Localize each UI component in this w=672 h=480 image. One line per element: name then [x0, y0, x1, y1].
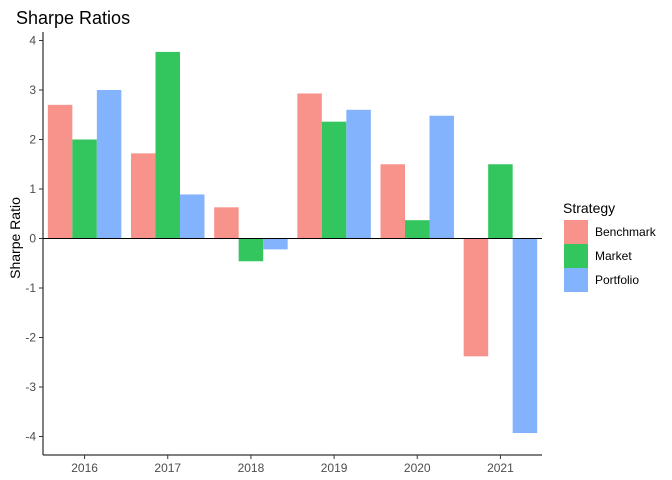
x-tick-label: 2016 — [71, 461, 98, 475]
legend-key-market — [564, 244, 588, 268]
bar-benchmark-2017 — [131, 153, 156, 239]
legend-key-benchmark — [564, 220, 588, 244]
chart-title: Sharpe Ratios — [16, 8, 130, 28]
y-tick-label: -1 — [25, 281, 36, 295]
bar-benchmark-2021 — [463, 238, 489, 357]
bar-portfolio-2021 — [512, 238, 538, 434]
y-tick-label: 3 — [29, 83, 36, 97]
y-axis-label: Sharpe Ratio — [7, 197, 23, 279]
bar-market-2021 — [488, 164, 513, 239]
bar-portfolio-2018 — [263, 238, 288, 250]
bar-benchmark-2020 — [380, 164, 405, 239]
bar-benchmark-2016 — [47, 104, 73, 239]
bar-portfolio-2019 — [346, 109, 371, 239]
y-tick-label: 4 — [29, 34, 36, 48]
bar-portfolio-2020 — [429, 115, 454, 239]
legend: Strategy Benchmark Market Portfolio — [563, 200, 657, 292]
bar-market-2017 — [155, 51, 180, 239]
y-tick-label: 2 — [29, 133, 36, 147]
y-tick-label: -4 — [25, 430, 36, 444]
bar-portfolio-2016 — [96, 90, 122, 239]
x-tick-label: 2019 — [321, 461, 348, 475]
legend-label-benchmark: Benchmark — [595, 225, 657, 239]
bar-portfolio-2017 — [180, 194, 205, 239]
bar-market-2019 — [321, 121, 347, 239]
y-tick-label: 1 — [29, 182, 36, 196]
legend-label-portfolio: Portfolio — [595, 273, 639, 287]
legend-title: Strategy — [563, 200, 615, 216]
bar-benchmark-2019 — [297, 93, 322, 239]
x-tick-label: 2020 — [404, 461, 431, 475]
bar-market-2016 — [72, 139, 97, 239]
y-tick-label: -2 — [25, 331, 36, 345]
x-tick-label: 2018 — [238, 461, 265, 475]
x-tick-label: 2021 — [487, 461, 514, 475]
legend-label-market: Market — [595, 249, 632, 263]
bar-market-2020 — [405, 220, 430, 239]
bar-benchmark-2018 — [214, 207, 239, 239]
bar-market-2018 — [238, 238, 264, 262]
y-tick-label: 0 — [29, 232, 36, 246]
y-tick-label: -3 — [25, 380, 36, 394]
x-tick-label: 2017 — [154, 461, 181, 475]
legend-key-portfolio — [564, 268, 588, 292]
plot-area: -4 -3 -2 -1 0 1 2 3 4 2016 2017 2018 2019 2020 2021 — [25, 32, 542, 475]
